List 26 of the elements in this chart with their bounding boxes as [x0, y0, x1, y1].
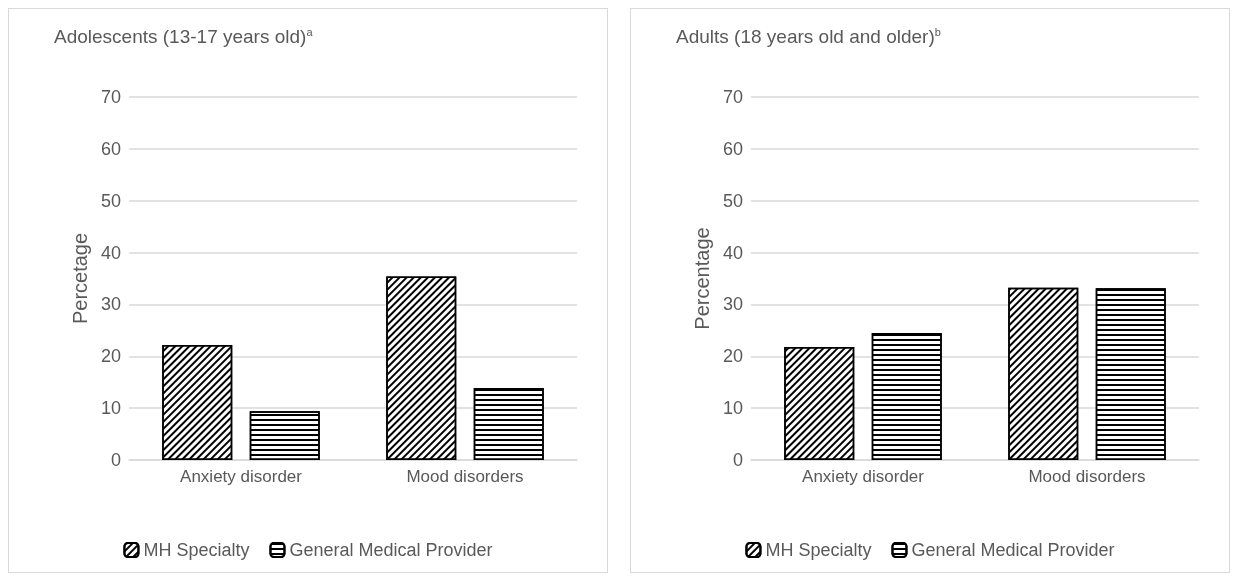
- y-tick-label: 0: [110, 450, 121, 470]
- legend-label: General Medical Provider: [289, 540, 493, 560]
- legend-label: General Medical Provider: [911, 540, 1115, 560]
- y-tick-label: 60: [100, 138, 121, 159]
- x-tick-label: Mood disorders: [1028, 467, 1146, 486]
- y-tick-label: 0: [732, 450, 743, 470]
- y-tick-label: 10: [722, 398, 743, 419]
- legend-label: MH Specialty: [143, 540, 250, 560]
- x-tick-label: Anxiety disorder: [802, 467, 925, 486]
- y-tick-label: 40: [722, 242, 743, 263]
- y-tick-label: 70: [100, 87, 121, 107]
- x-tick-label: Mood disorders: [406, 467, 524, 486]
- y-axis-title: Percetage: [69, 232, 92, 325]
- y-axis-title: Percentage: [691, 227, 714, 330]
- y-tick-label: 40: [100, 242, 121, 263]
- y-tick-label: 20: [722, 346, 743, 367]
- y-tick-label: 20: [100, 346, 121, 367]
- y-tick-label: 30: [100, 294, 121, 315]
- y-tick-label: 50: [722, 190, 743, 211]
- y-tick-label: 60: [722, 138, 743, 159]
- y-tick-label: 50: [100, 190, 121, 211]
- y-tick-label: 30: [722, 294, 743, 315]
- x-tick-label: Anxiety disorder: [180, 467, 303, 486]
- y-tick-label: 10: [100, 398, 121, 419]
- y-tick-label: 70: [722, 87, 743, 107]
- legend-label: MH Specialty: [765, 540, 872, 560]
